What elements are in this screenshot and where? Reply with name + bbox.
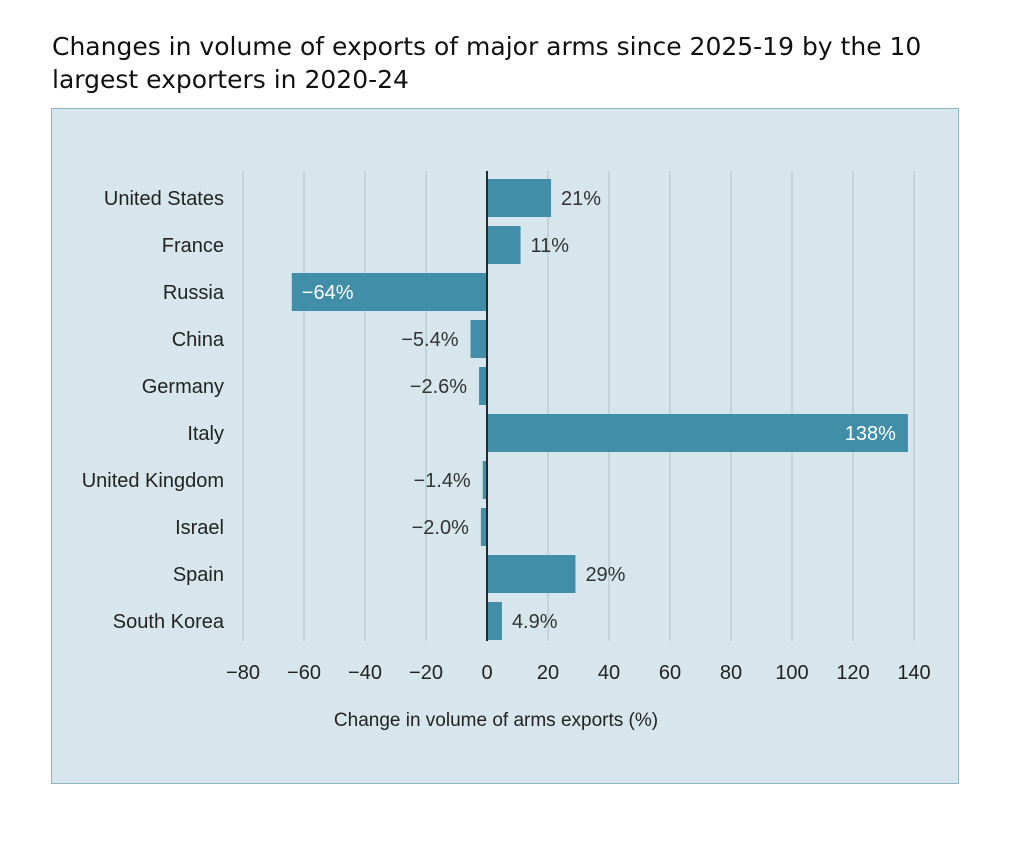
value-label: 21% [561, 188, 601, 210]
bar [487, 179, 552, 217]
x-tick-label: −60 [287, 662, 321, 684]
value-label: 4.9% [512, 611, 558, 633]
x-tick-label: −20 [409, 662, 443, 684]
category-label: Israel [175, 517, 224, 539]
bar [487, 226, 521, 264]
bar [291, 273, 487, 311]
x-tick-label: 40 [598, 662, 620, 684]
value-labels: 21% 11% −64% −5.4% −2.6% 138% −1.4% −2.0% 29% 4.9… [302, 188, 896, 633]
x-tick-label: 0 [481, 662, 492, 684]
bar-chart: United States France Russia China Germany Ita… [82, 171, 931, 731]
x-tick-label: −40 [348, 662, 382, 684]
bar [470, 320, 487, 358]
value-label: 29% [585, 564, 625, 586]
category-label: China [172, 329, 225, 351]
category-label: United Kingdom [82, 470, 224, 492]
x-tick-label: −80 [226, 662, 260, 684]
category-label: South Korea [113, 611, 225, 633]
value-label: −2.0% [412, 517, 469, 539]
value-label: −5.4% [401, 329, 458, 351]
bar [480, 508, 487, 546]
x-axis-title: Change in volume of arms exports (%) [334, 710, 658, 731]
value-label: 138% [845, 423, 896, 445]
chart-title: Changes in volume of exports of major ar… [52, 32, 922, 94]
x-tick-label: 80 [720, 662, 742, 684]
bars [291, 179, 908, 640]
chart-panel: United States France Russia China Germany Ita… [51, 108, 959, 784]
category-label: Russia [163, 282, 225, 304]
value-label: −64% [302, 282, 354, 304]
bar [487, 555, 576, 593]
x-tick-label: 120 [836, 662, 869, 684]
category-label: Italy [187, 423, 224, 445]
bar [487, 602, 502, 640]
value-label: 11% [531, 235, 570, 257]
bar [482, 461, 487, 499]
category-label: France [162, 235, 224, 257]
category-label: Germany [142, 376, 224, 398]
x-tick-label: 100 [775, 662, 808, 684]
category-label: United States [104, 188, 224, 210]
bar [479, 367, 487, 405]
x-tick-label: 140 [897, 662, 930, 684]
gridlines [242, 171, 915, 641]
value-label: −1.4% [413, 470, 470, 492]
x-tick-labels: −80 −60 −40 −20 0 20 40 60 80 100 120 140 [226, 662, 931, 684]
category-label: Spain [173, 564, 224, 586]
bar [487, 414, 908, 452]
x-tick-label: 60 [659, 662, 681, 684]
x-tick-label: 20 [537, 662, 559, 684]
category-labels: United States France Russia China Germany Ita… [82, 188, 225, 633]
value-label: −2.6% [410, 376, 467, 398]
